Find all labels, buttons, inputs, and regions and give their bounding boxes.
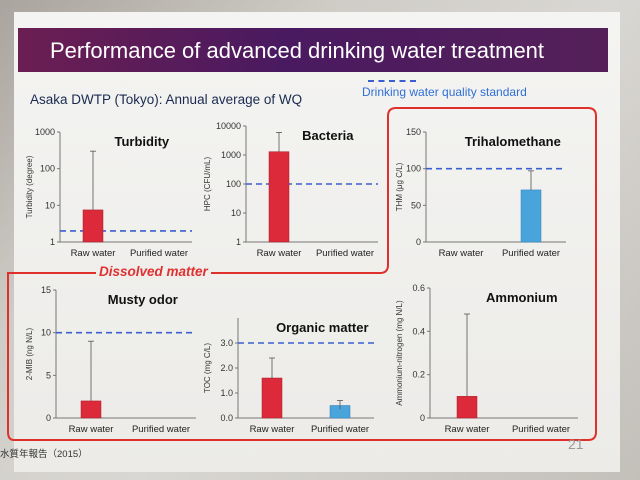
chart-title: Ammonium: [486, 290, 558, 305]
y-tick-label: 0.6: [412, 283, 425, 293]
category-label: Raw water: [439, 248, 484, 259]
y-tick-label: 1: [236, 237, 241, 247]
category-label: Purified water: [130, 248, 188, 259]
chart-organic-matter: 0.0 1.0 2.0 3.0 TOC (mg C/L) Organic matter Ra…: [203, 318, 374, 435]
dissolved-matter-outline: [7, 107, 597, 441]
category-label: Purified water: [512, 424, 570, 435]
slide-subtitle: Asaka DWTP (Tokyo): Annual average of WQ: [30, 92, 303, 107]
category-label: Purified water: [132, 424, 190, 435]
y-axis-label: 2-MIB (ng N/L): [25, 327, 34, 380]
bar-raw-water: [456, 396, 478, 419]
y-tick-label: 150: [406, 127, 421, 137]
chart-turbidity: 1 10 100 1000 Turbidity (degree) Turbidity Raw…: [25, 127, 192, 259]
chart-title: Bacteria: [302, 128, 354, 143]
bar-raw-water: [268, 151, 290, 243]
y-axis-label: THM (μg C/L): [395, 162, 404, 211]
chart-bacteria: 1 10 100 1000 10000 HPC (CFU/mL) Bacteria Raw w…: [203, 121, 378, 259]
y-tick-label: 10: [45, 200, 55, 210]
y-tick-label: 1.0: [220, 388, 233, 398]
y-tick-label: 15: [41, 285, 51, 295]
y-tick-label: 0: [420, 413, 425, 423]
y-axis-label: HPC (CFU/mL): [203, 157, 212, 212]
y-tick-label: 100: [226, 179, 241, 189]
y-tick-label: 50: [411, 200, 421, 210]
bar-purified-water: [520, 189, 542, 243]
y-tick-label: 10000: [216, 121, 241, 131]
category-label: Purified water: [311, 424, 369, 435]
page-number: 21: [568, 436, 584, 452]
category-label: Raw water: [250, 424, 295, 435]
category-label: Raw water: [445, 424, 490, 435]
y-tick-label: 3.0: [220, 338, 233, 348]
y-tick-label: 2.0: [220, 363, 233, 373]
chart-title: Organic matter: [276, 320, 368, 335]
y-tick-label: 10: [41, 328, 51, 338]
category-label: Purified water: [316, 248, 374, 259]
y-tick-label: 1000: [221, 150, 241, 160]
chart-ammonium: 0 0.2 0.4 0.6 Ammonium-nitrogen (mg N/L) Ammo…: [395, 283, 578, 435]
group-label: Dissolved matter: [96, 264, 211, 279]
y-axis-label: TOC (mg C/L): [203, 343, 212, 393]
y-tick-label: 100: [406, 164, 421, 174]
category-label: Raw water: [71, 248, 116, 259]
y-tick-label: 1: [50, 237, 55, 247]
chart-trihalomethane: 0 50 100 150 THM (μg C/L) Trihalomethane Raw w…: [395, 127, 566, 259]
bar-raw-water: [261, 377, 283, 419]
category-label: Raw water: [69, 424, 114, 435]
y-tick-label: 0: [46, 413, 51, 423]
title-bar: [18, 28, 608, 72]
bar-raw-water: [80, 400, 102, 419]
y-tick-label: 5: [46, 370, 51, 380]
source-citation: 水質年報告（2015）: [0, 449, 88, 460]
chart-musty-odor: 0 5 10 15 2-MIB (ng N/L) Musty odor Raw water P…: [25, 285, 196, 435]
y-axis-label: Turbidity (degree): [25, 155, 34, 218]
category-label: Purified water: [502, 248, 560, 259]
y-tick-label: 0.0: [220, 413, 233, 423]
y-tick-label: 1000: [35, 127, 55, 137]
standard-legend-label: Drinking water quality standard: [362, 85, 527, 99]
bar-raw-water: [82, 209, 104, 243]
chart-title: Musty odor: [108, 292, 178, 307]
y-tick-label: 100: [40, 164, 55, 174]
chart-title: Trihalomethane: [465, 134, 561, 149]
y-axis-label: Ammonium-nitrogen (mg N/L): [395, 300, 404, 406]
y-tick-label: 10: [231, 208, 241, 218]
slide-title: Performance of advanced drinking water t…: [50, 38, 545, 63]
y-tick-label: 0.4: [412, 326, 425, 336]
y-tick-label: 0: [416, 237, 421, 247]
y-tick-label: 0.2: [412, 370, 425, 380]
standard-legend-line: [368, 80, 416, 82]
chart-title: Turbidity: [115, 134, 170, 149]
category-label: Raw water: [257, 248, 302, 259]
